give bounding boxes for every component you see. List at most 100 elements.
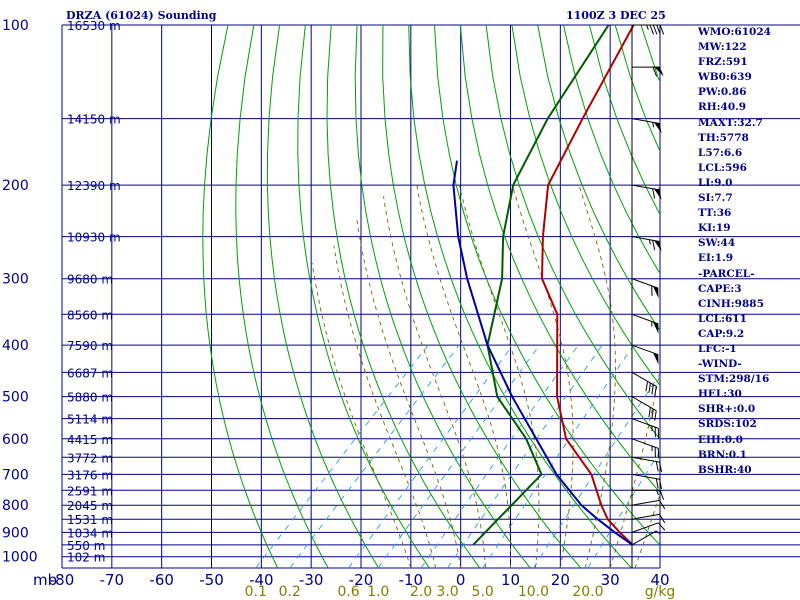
mixing-ratio-label: 5.0 <box>472 584 494 600</box>
index-item: STM:298/16 <box>698 373 770 386</box>
wind-barb <box>631 438 659 449</box>
index-item: SW:44 <box>698 237 736 250</box>
wind-pennant <box>653 321 659 334</box>
index-item: TT:36 <box>698 207 732 220</box>
index-item: L57:6.6 <box>698 146 743 159</box>
mixing-ratio-line <box>587 450 660 568</box>
pressure-tick-label: 500 <box>2 390 29 406</box>
pressure-tick-label: 600 <box>2 432 29 448</box>
mixing-ratio-line <box>533 372 660 568</box>
mixing-ratio-label: 0.1 <box>245 584 267 600</box>
mixing-ratio-lines <box>255 344 660 568</box>
height-label: 550 m <box>67 539 105 553</box>
wind-feather <box>659 24 665 35</box>
station-title: DRZA (61024) Sounding <box>66 9 217 22</box>
index-item: SRDS:102 <box>698 418 757 431</box>
pressure-tick-label: 100 <box>2 18 29 34</box>
wind-half-feather <box>648 239 651 245</box>
height-label: 12390 m <box>67 179 121 193</box>
moist-adiabat <box>311 262 412 568</box>
wind-feather <box>659 514 666 524</box>
index-item: BRN:0.1 <box>698 448 747 461</box>
x-tick-label: 40 <box>650 571 669 589</box>
x-tick-label: -60 <box>149 571 174 589</box>
profile-series <box>452 25 635 546</box>
mixing-ratio-label: 0.6 <box>337 584 359 600</box>
x-tick-label: 0 <box>456 571 466 589</box>
x-tick-label: -10 <box>399 571 424 589</box>
wind-feather <box>654 386 657 397</box>
index-item: WMO:61024 <box>698 26 771 38</box>
index-item: WB0:639 <box>698 71 752 84</box>
wind-barb <box>631 418 659 429</box>
mixing-ratio-label: 10.0 <box>518 584 549 600</box>
wind-feather <box>659 479 663 490</box>
height-label: 2591 m <box>67 484 113 498</box>
x-tick-label: 10 <box>501 571 520 589</box>
wind-feather <box>657 522 666 531</box>
wind-barb <box>631 278 659 289</box>
pressure-tick-label: 800 <box>2 498 29 514</box>
wind-feather <box>654 410 657 421</box>
height-label: 10930 m <box>67 231 121 245</box>
dry-adiabat <box>382 25 582 568</box>
pressure-tick-label: 200 <box>2 178 29 194</box>
grid-layer <box>61 24 800 569</box>
index-item: PW:0.86 <box>698 86 747 99</box>
mixing-ratio-line <box>289 344 460 568</box>
index-item: SHR+:0.0 <box>698 403 756 416</box>
wind-feather <box>652 24 658 35</box>
height-label: 5880 m <box>67 391 113 405</box>
wind-barb <box>631 530 657 546</box>
wind-feather <box>648 382 651 393</box>
mixing-ratio-line <box>420 344 579 568</box>
moist-adiabat <box>356 217 462 568</box>
index-item: MW:122 <box>698 41 747 54</box>
height-label: 16530 m <box>67 19 121 33</box>
wind-feather <box>659 500 666 510</box>
dry-adiabat <box>459 25 660 494</box>
moist-adiabat <box>634 493 660 568</box>
dewpoint-line <box>472 25 610 546</box>
index-item: CAPE:3 <box>698 282 742 295</box>
pressure-tick-label: 700 <box>2 467 29 483</box>
index-item: CINH:9885 <box>698 297 764 310</box>
x-tick-label: -80 <box>50 571 75 589</box>
dry-adiabat <box>537 25 660 332</box>
height-label: 5114 m <box>67 413 113 427</box>
dry-adiabat <box>408 25 632 568</box>
mixing-ratio-line <box>348 344 514 568</box>
wind-pennant <box>653 352 659 365</box>
index-item: TH:5778 <box>698 131 749 144</box>
x-tick-label: 20 <box>551 571 570 589</box>
wind-barb <box>631 313 659 325</box>
wind-feather <box>659 490 665 500</box>
dry-adiabat <box>297 25 430 568</box>
height-label: 8560 m <box>67 308 113 322</box>
height-label: 4415 m <box>67 433 113 447</box>
height-label: 2045 m <box>67 499 113 513</box>
pressure-tick-label: 300 <box>2 272 29 288</box>
height-label: 7590 m <box>67 339 113 353</box>
wind-barbs <box>631 24 666 568</box>
wind-barb <box>631 236 660 242</box>
wind-barb <box>631 522 659 533</box>
wind-barb <box>631 344 659 356</box>
mixing-ratio-line <box>377 344 540 568</box>
x-tick-label: 30 <box>601 571 620 589</box>
wind-barb <box>631 118 660 124</box>
x-axis-unit-label: mb <box>33 571 57 589</box>
wind-feather <box>648 407 651 418</box>
index-item: EI:1.9 <box>698 252 734 265</box>
wind-pennant <box>654 67 664 77</box>
dry-adiabat <box>354 25 531 568</box>
index-item: LI:9.0 <box>698 176 733 189</box>
moist-adiabat <box>578 184 616 568</box>
wind-barb <box>631 456 660 463</box>
wind-feather <box>645 381 649 392</box>
mixing-ratio-line <box>482 344 635 568</box>
dry-adiabats <box>202 25 660 568</box>
wind-feather <box>652 240 656 251</box>
moist-adiabat <box>333 245 437 568</box>
